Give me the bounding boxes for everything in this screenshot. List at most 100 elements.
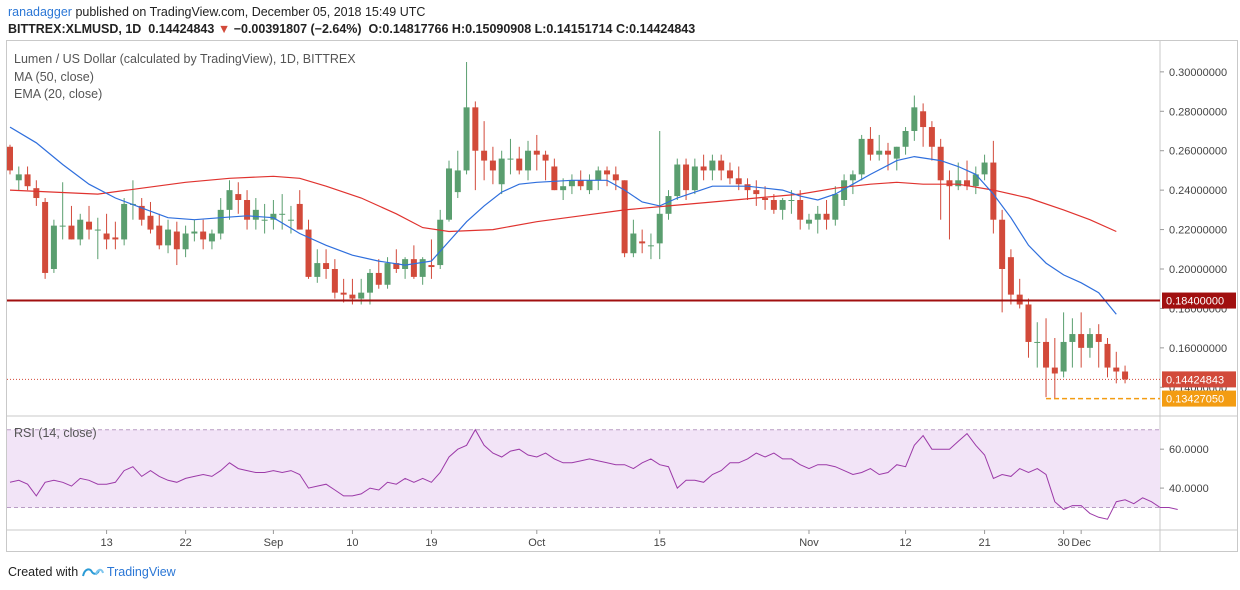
candle-body	[173, 231, 180, 250]
candle-body	[1078, 334, 1085, 348]
candle-body	[700, 166, 707, 171]
candle-body	[955, 180, 962, 187]
candle-body	[463, 107, 470, 171]
candle-body	[349, 294, 356, 299]
candle-body	[182, 233, 189, 250]
candle-body	[252, 209, 259, 220]
ohlc-values: O:0.14817766 H:0.15090908 L:0.14151714 C…	[368, 22, 696, 36]
time-tick-label: Oct	[528, 537, 545, 549]
candle-body	[691, 166, 698, 191]
author-link[interactable]: ranadagger	[8, 5, 72, 19]
ma-legend: MA (50, close)	[14, 70, 94, 84]
candle-body	[972, 174, 979, 187]
candle-body	[1069, 334, 1076, 342]
candle-body	[270, 213, 277, 220]
candle-body	[709, 160, 716, 171]
candle-body	[823, 213, 830, 220]
candle-body	[586, 180, 593, 191]
candle-body	[920, 111, 927, 128]
candle-body	[147, 215, 154, 230]
last-price-label: 0.14424843	[1166, 374, 1224, 386]
candle-body	[428, 265, 435, 268]
last-price-label-box	[1162, 371, 1236, 388]
candle-body	[841, 180, 848, 200]
candle-body	[533, 150, 540, 155]
candle-body	[762, 198, 769, 200]
candle-body	[393, 263, 400, 269]
symbol-name: BITTREX:XLMUSD, 1D	[8, 22, 142, 36]
ema-legend: EMA (20, close)	[14, 87, 103, 101]
time-tick-label: 15	[654, 537, 666, 549]
time-tick-label: 30	[1057, 537, 1069, 549]
candle-body	[112, 237, 119, 240]
candle-body	[323, 263, 330, 269]
candle-body	[1122, 371, 1129, 380]
low-label-box	[1162, 390, 1236, 407]
candle-body	[226, 190, 233, 210]
candle-body	[621, 180, 628, 254]
candle-body	[1060, 341, 1067, 372]
candle-body	[937, 146, 944, 181]
price-tick-label: 0.16000000	[1169, 343, 1227, 355]
candle-body	[50, 225, 57, 269]
chart-frame	[6, 40, 1238, 552]
candle-body	[516, 158, 523, 171]
footer: Created with TradingView	[8, 565, 176, 579]
candle-body	[990, 162, 997, 220]
time-tick-label: 13	[100, 537, 112, 549]
candle-body	[542, 154, 549, 161]
time-tick-label: Dec	[1071, 537, 1091, 549]
down-arrow-icon: ▼	[217, 22, 231, 36]
candle-body	[287, 219, 294, 221]
candle-body	[24, 174, 31, 187]
tradingview-link[interactable]: TradingView	[106, 565, 176, 579]
candle-body	[876, 150, 883, 155]
candle-body	[604, 170, 611, 175]
candle-body	[981, 162, 988, 175]
candle-body	[577, 180, 584, 187]
candle-body	[525, 150, 532, 171]
tradingview-logo-icon	[81, 568, 104, 577]
candle-body	[481, 150, 488, 161]
candle-body	[68, 225, 75, 240]
candle-body	[805, 219, 812, 224]
candle-body	[331, 269, 338, 293]
candle-body	[138, 205, 145, 220]
candle-body	[42, 201, 49, 273]
candle-body	[410, 259, 417, 277]
candle-body	[314, 263, 321, 277]
candle-body	[726, 170, 733, 179]
candle-body	[735, 178, 742, 185]
low-label: 0.13427050	[1166, 394, 1224, 406]
candle-body	[103, 233, 110, 240]
time-tick-label: 10	[346, 537, 358, 549]
candle-body	[656, 213, 663, 244]
candle-body	[384, 263, 391, 285]
candle-body	[964, 180, 971, 187]
rsi-tick-label: 40.0000	[1169, 483, 1209, 495]
candle-body	[86, 221, 93, 230]
candle-body	[595, 170, 602, 181]
candle-body	[744, 184, 751, 191]
candle-body	[217, 209, 224, 234]
candle-body	[305, 229, 312, 277]
candle-body	[1051, 367, 1058, 374]
candle-body	[15, 174, 22, 181]
candle-body	[375, 272, 382, 285]
candle-body	[683, 164, 690, 191]
candle-body	[489, 160, 496, 171]
candle-body	[797, 200, 804, 220]
candle-body	[1113, 367, 1120, 372]
candle-body	[472, 107, 479, 151]
candle-body	[402, 259, 409, 269]
candle-body	[674, 164, 681, 197]
rsi-band	[7, 429, 1160, 508]
candle-body	[779, 200, 786, 210]
last-price: 0.14424843	[148, 22, 215, 36]
candle-body	[753, 190, 760, 195]
candle-body	[832, 194, 839, 220]
candle-body	[911, 107, 918, 131]
rsi-legend: RSI (14, close)	[14, 426, 97, 440]
candle-body	[858, 138, 865, 175]
